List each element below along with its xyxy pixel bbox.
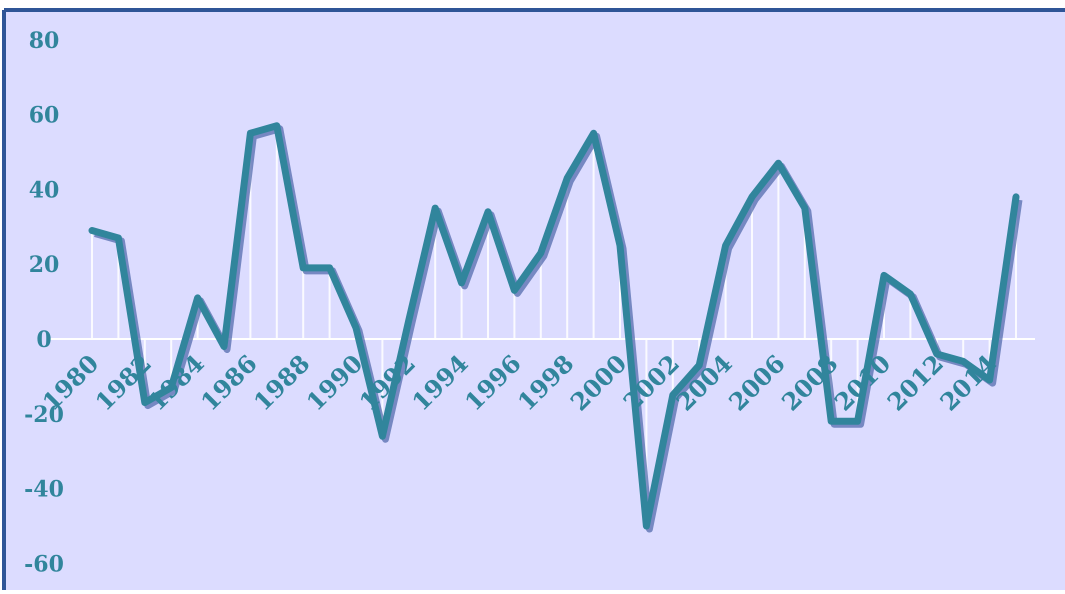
y-tick-label: -60 (24, 551, 64, 577)
y-tick-label: 80 (29, 28, 60, 54)
data-point (565, 176, 570, 181)
data-point (908, 292, 913, 297)
data-point (354, 325, 358, 330)
data-point (1014, 194, 1018, 199)
data-point (644, 524, 649, 528)
data-point (961, 359, 966, 364)
data-point (380, 434, 385, 439)
data-point (406, 318, 411, 323)
data-point (327, 265, 332, 270)
data-point (459, 280, 464, 285)
data-point (855, 419, 860, 424)
data-point (222, 344, 226, 349)
data-point (723, 243, 728, 248)
data-point (195, 295, 200, 300)
data-point (512, 288, 517, 293)
data-point (486, 209, 490, 214)
data-point (591, 131, 596, 136)
y-tick-label: 60 (29, 103, 60, 129)
data-point (670, 393, 675, 398)
data-point (248, 131, 253, 136)
data-point (750, 194, 754, 199)
y-tick-label: -20 (24, 402, 64, 428)
data-point (618, 243, 622, 248)
chart-background (4, 10, 1065, 590)
series-lines (88, 122, 1023, 533)
data-point (538, 250, 543, 255)
data-point (829, 419, 834, 424)
data-point (882, 273, 886, 278)
data-point (776, 161, 781, 166)
data-point (116, 236, 121, 241)
data-point (169, 385, 174, 390)
data-point (987, 378, 992, 383)
y-tick-label: 0 (36, 327, 51, 353)
y-tick-label: -40 (24, 477, 64, 503)
data-point (301, 265, 306, 270)
y-tick-label: 40 (29, 177, 60, 203)
data-point (90, 228, 94, 233)
data-point (433, 206, 438, 211)
series-line (88, 122, 1020, 530)
data-point (802, 206, 807, 211)
data-point (142, 400, 147, 405)
data-point (274, 123, 279, 128)
data-point (934, 351, 939, 356)
data-point (697, 363, 702, 368)
y-tick-label: 20 (29, 252, 60, 278)
y-axis-tick-labels: -60 -40 -20 0 20 40 60 80 (24, 28, 64, 578)
